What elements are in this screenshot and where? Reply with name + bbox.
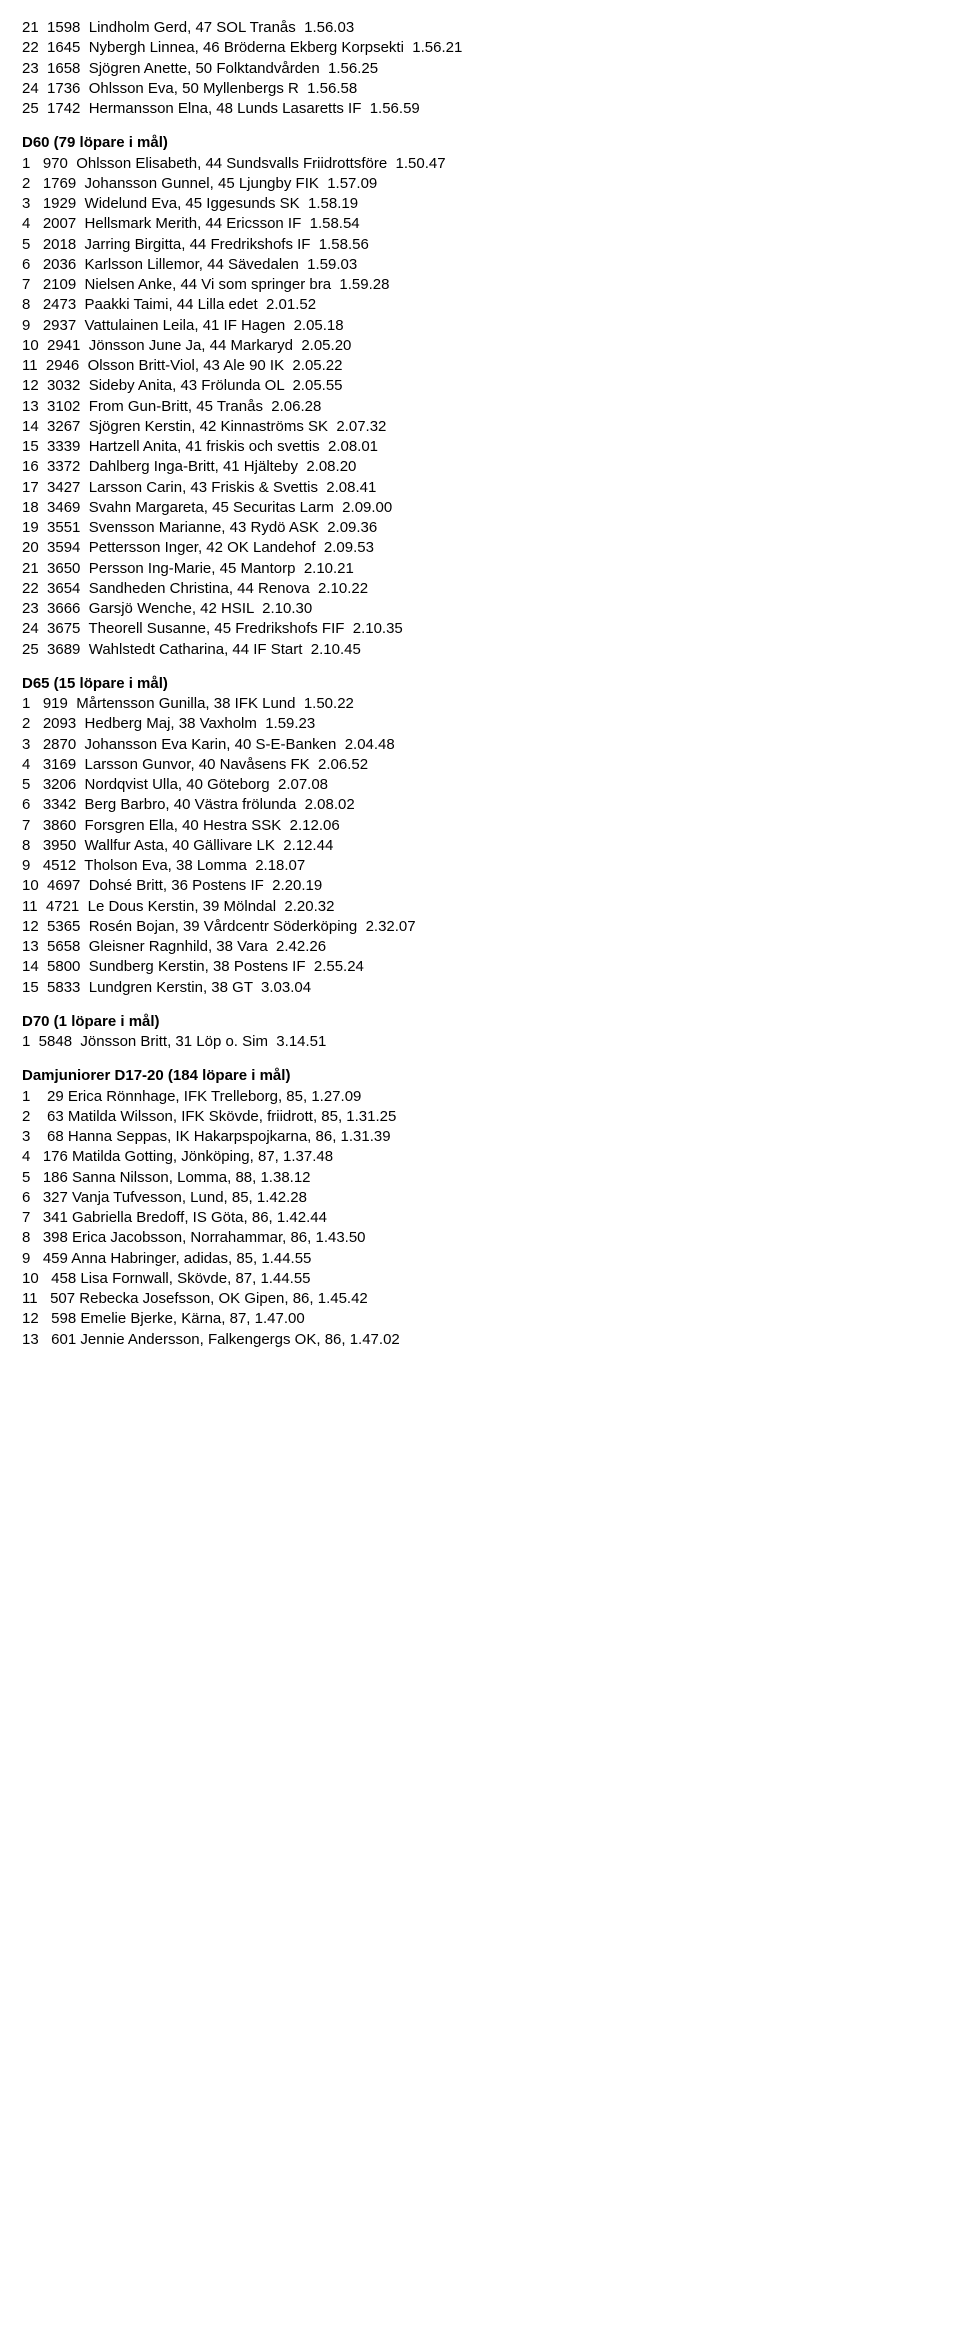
- result-line: 16 3372 Dahlberg Inga-Britt, 41 Hjälteby…: [22, 457, 960, 477]
- result-line: 7 341 Gabriella Bredoff, IS Göta, 86, 1.…: [22, 1208, 960, 1228]
- result-line: 20 3594 Pettersson Inger, 42 OK Landehof…: [22, 538, 960, 558]
- result-line: 8 3950 Wallfur Asta, 40 Gällivare LK 2.1…: [22, 836, 960, 856]
- result-line: 2 1769 Johansson Gunnel, 45 Ljungby FIK …: [22, 174, 960, 194]
- result-line: 10 458 Lisa Fornwall, Skövde, 87, 1.44.5…: [22, 1269, 960, 1289]
- result-line: 4 176 Matilda Gotting, Jönköping, 87, 1.…: [22, 1147, 960, 1167]
- result-line: 14 5800 Sundberg Kerstin, 38 Postens IF …: [22, 957, 960, 977]
- result-line: 8 398 Erica Jacobsson, Norrahammar, 86, …: [22, 1228, 960, 1248]
- result-line: 4 2007 Hellsmark Merith, 44 Ericsson IF …: [22, 214, 960, 234]
- result-line: 9 4512 Tholson Eva, 38 Lomma 2.18.07: [22, 856, 960, 876]
- result-line: 15 3339 Hartzell Anita, 41 friskis och s…: [22, 437, 960, 457]
- result-line: 2 63 Matilda Wilsson, IFK Skövde, friidr…: [22, 1107, 960, 1127]
- result-line: 25 3689 Wahlstedt Catharina, 44 IF Start…: [22, 640, 960, 660]
- result-line: 12 5365 Rosén Bojan, 39 Vårdcentr Söderk…: [22, 917, 960, 937]
- result-line: 7 2109 Nielsen Anke, 44 Vi som springer …: [22, 275, 960, 295]
- result-line: 24 3675 Theorell Susanne, 45 Fredrikshof…: [22, 619, 960, 639]
- result-line: 7 3860 Forsgren Ella, 40 Hestra SSK 2.12…: [22, 816, 960, 836]
- result-line: 5 3206 Nordqvist Ulla, 40 Göteborg 2.07.…: [22, 775, 960, 795]
- result-line: 3 68 Hanna Seppas, IK Hakarpspojkarna, 8…: [22, 1127, 960, 1147]
- result-line: 2 2093 Hedberg Maj, 38 Vaxholm 1.59.23: [22, 714, 960, 734]
- result-line: 11 2946 Olsson Britt-Viol, 43 Ale 90 IK …: [22, 356, 960, 376]
- result-line: 6 2036 Karlsson Lillemor, 44 Sävedalen 1…: [22, 255, 960, 275]
- result-line: 10 4697 Dohsé Britt, 36 Postens IF 2.20.…: [22, 876, 960, 896]
- result-line: 17 3427 Larsson Carin, 43 Friskis & Svet…: [22, 478, 960, 498]
- result-line: 13 3102 From Gun-Britt, 45 Tranås 2.06.2…: [22, 397, 960, 417]
- result-line: 9 2937 Vattulainen Leila, 41 IF Hagen 2.…: [22, 316, 960, 336]
- results-document: 21 1598 Lindholm Gerd, 47 SOL Tranås 1.5…: [22, 18, 960, 1350]
- result-line: 21 1598 Lindholm Gerd, 47 SOL Tranås 1.5…: [22, 18, 960, 38]
- result-block: 21 1598 Lindholm Gerd, 47 SOL Tranås 1.5…: [22, 18, 960, 119]
- result-block: D70 (1 löpare i mål)1 5848 Jönsson Britt…: [22, 1012, 960, 1053]
- result-line: 3 2870 Johansson Eva Karin, 40 S-E-Banke…: [22, 735, 960, 755]
- result-line: 9 459 Anna Habringer, adidas, 85, 1.44.5…: [22, 1249, 960, 1269]
- section-heading: Damjuniorer D17-20 (184 löpare i mål): [22, 1066, 960, 1086]
- result-line: 21 3650 Persson Ing-Marie, 45 Mantorp 2.…: [22, 559, 960, 579]
- result-line: 23 1658 Sjögren Anette, 50 Folktandvårde…: [22, 59, 960, 79]
- result-line: 5 186 Sanna Nilsson, Lomma, 88, 1.38.12: [22, 1168, 960, 1188]
- result-line: 14 3267 Sjögren Kerstin, 42 Kinnaströms …: [22, 417, 960, 437]
- result-line: 11 507 Rebecka Josefsson, OK Gipen, 86, …: [22, 1289, 960, 1309]
- result-line: 22 1645 Nybergh Linnea, 46 Bröderna Ekbe…: [22, 38, 960, 58]
- result-line: 1 29 Erica Rönnhage, IFK Trelleborg, 85,…: [22, 1087, 960, 1107]
- result-line: 4 3169 Larsson Gunvor, 40 Navåsens FK 2.…: [22, 755, 960, 775]
- result-line: 15 5833 Lundgren Kerstin, 38 GT 3.03.04: [22, 978, 960, 998]
- result-line: 8 2473 Paakki Taimi, 44 Lilla edet 2.01.…: [22, 295, 960, 315]
- result-block: D65 (15 löpare i mål)1 919 Mårtensson Gu…: [22, 674, 960, 998]
- result-line: 23 3666 Garsjö Wenche, 42 HSIL 2.10.30: [22, 599, 960, 619]
- section-heading: D70 (1 löpare i mål): [22, 1012, 960, 1032]
- result-line: 1 5848 Jönsson Britt, 31 Löp o. Sim 3.14…: [22, 1032, 960, 1052]
- section-heading: D60 (79 löpare i mål): [22, 133, 960, 153]
- result-line: 24 1736 Ohlsson Eva, 50 Myllenbergs R 1.…: [22, 79, 960, 99]
- result-line: 22 3654 Sandheden Christina, 44 Renova 2…: [22, 579, 960, 599]
- result-line: 10 2941 Jönsson June Ja, 44 Markaryd 2.0…: [22, 336, 960, 356]
- result-line: 3 1929 Widelund Eva, 45 Iggesunds SK 1.5…: [22, 194, 960, 214]
- result-line: 13 601 Jennie Andersson, Falkengergs OK,…: [22, 1330, 960, 1350]
- result-line: 12 3032 Sideby Anita, 43 Frölunda OL 2.0…: [22, 376, 960, 396]
- result-line: 18 3469 Svahn Margareta, 45 Securitas La…: [22, 498, 960, 518]
- result-line: 12 598 Emelie Bjerke, Kärna, 87, 1.47.00: [22, 1309, 960, 1329]
- result-line: 6 327 Vanja Tufvesson, Lund, 85, 1.42.28: [22, 1188, 960, 1208]
- result-line: 13 5658 Gleisner Ragnhild, 38 Vara 2.42.…: [22, 937, 960, 957]
- result-line: 25 1742 Hermansson Elna, 48 Lunds Lasare…: [22, 99, 960, 119]
- result-line: 1 919 Mårtensson Gunilla, 38 IFK Lund 1.…: [22, 694, 960, 714]
- result-line: 19 3551 Svensson Marianne, 43 Rydö ASK 2…: [22, 518, 960, 538]
- result-block: D60 (79 löpare i mål)1 970 Ohlsson Elisa…: [22, 133, 960, 660]
- result-block: Damjuniorer D17-20 (184 löpare i mål)1 2…: [22, 1066, 960, 1350]
- result-line: 11 4721 Le Dous Kerstin, 39 Mölndal 2.20…: [22, 897, 960, 917]
- result-line: 1 970 Ohlsson Elisabeth, 44 Sundsvalls F…: [22, 154, 960, 174]
- section-heading: D65 (15 löpare i mål): [22, 674, 960, 694]
- result-line: 6 3342 Berg Barbro, 40 Västra frölunda 2…: [22, 795, 960, 815]
- result-line: 5 2018 Jarring Birgitta, 44 Fredrikshofs…: [22, 235, 960, 255]
